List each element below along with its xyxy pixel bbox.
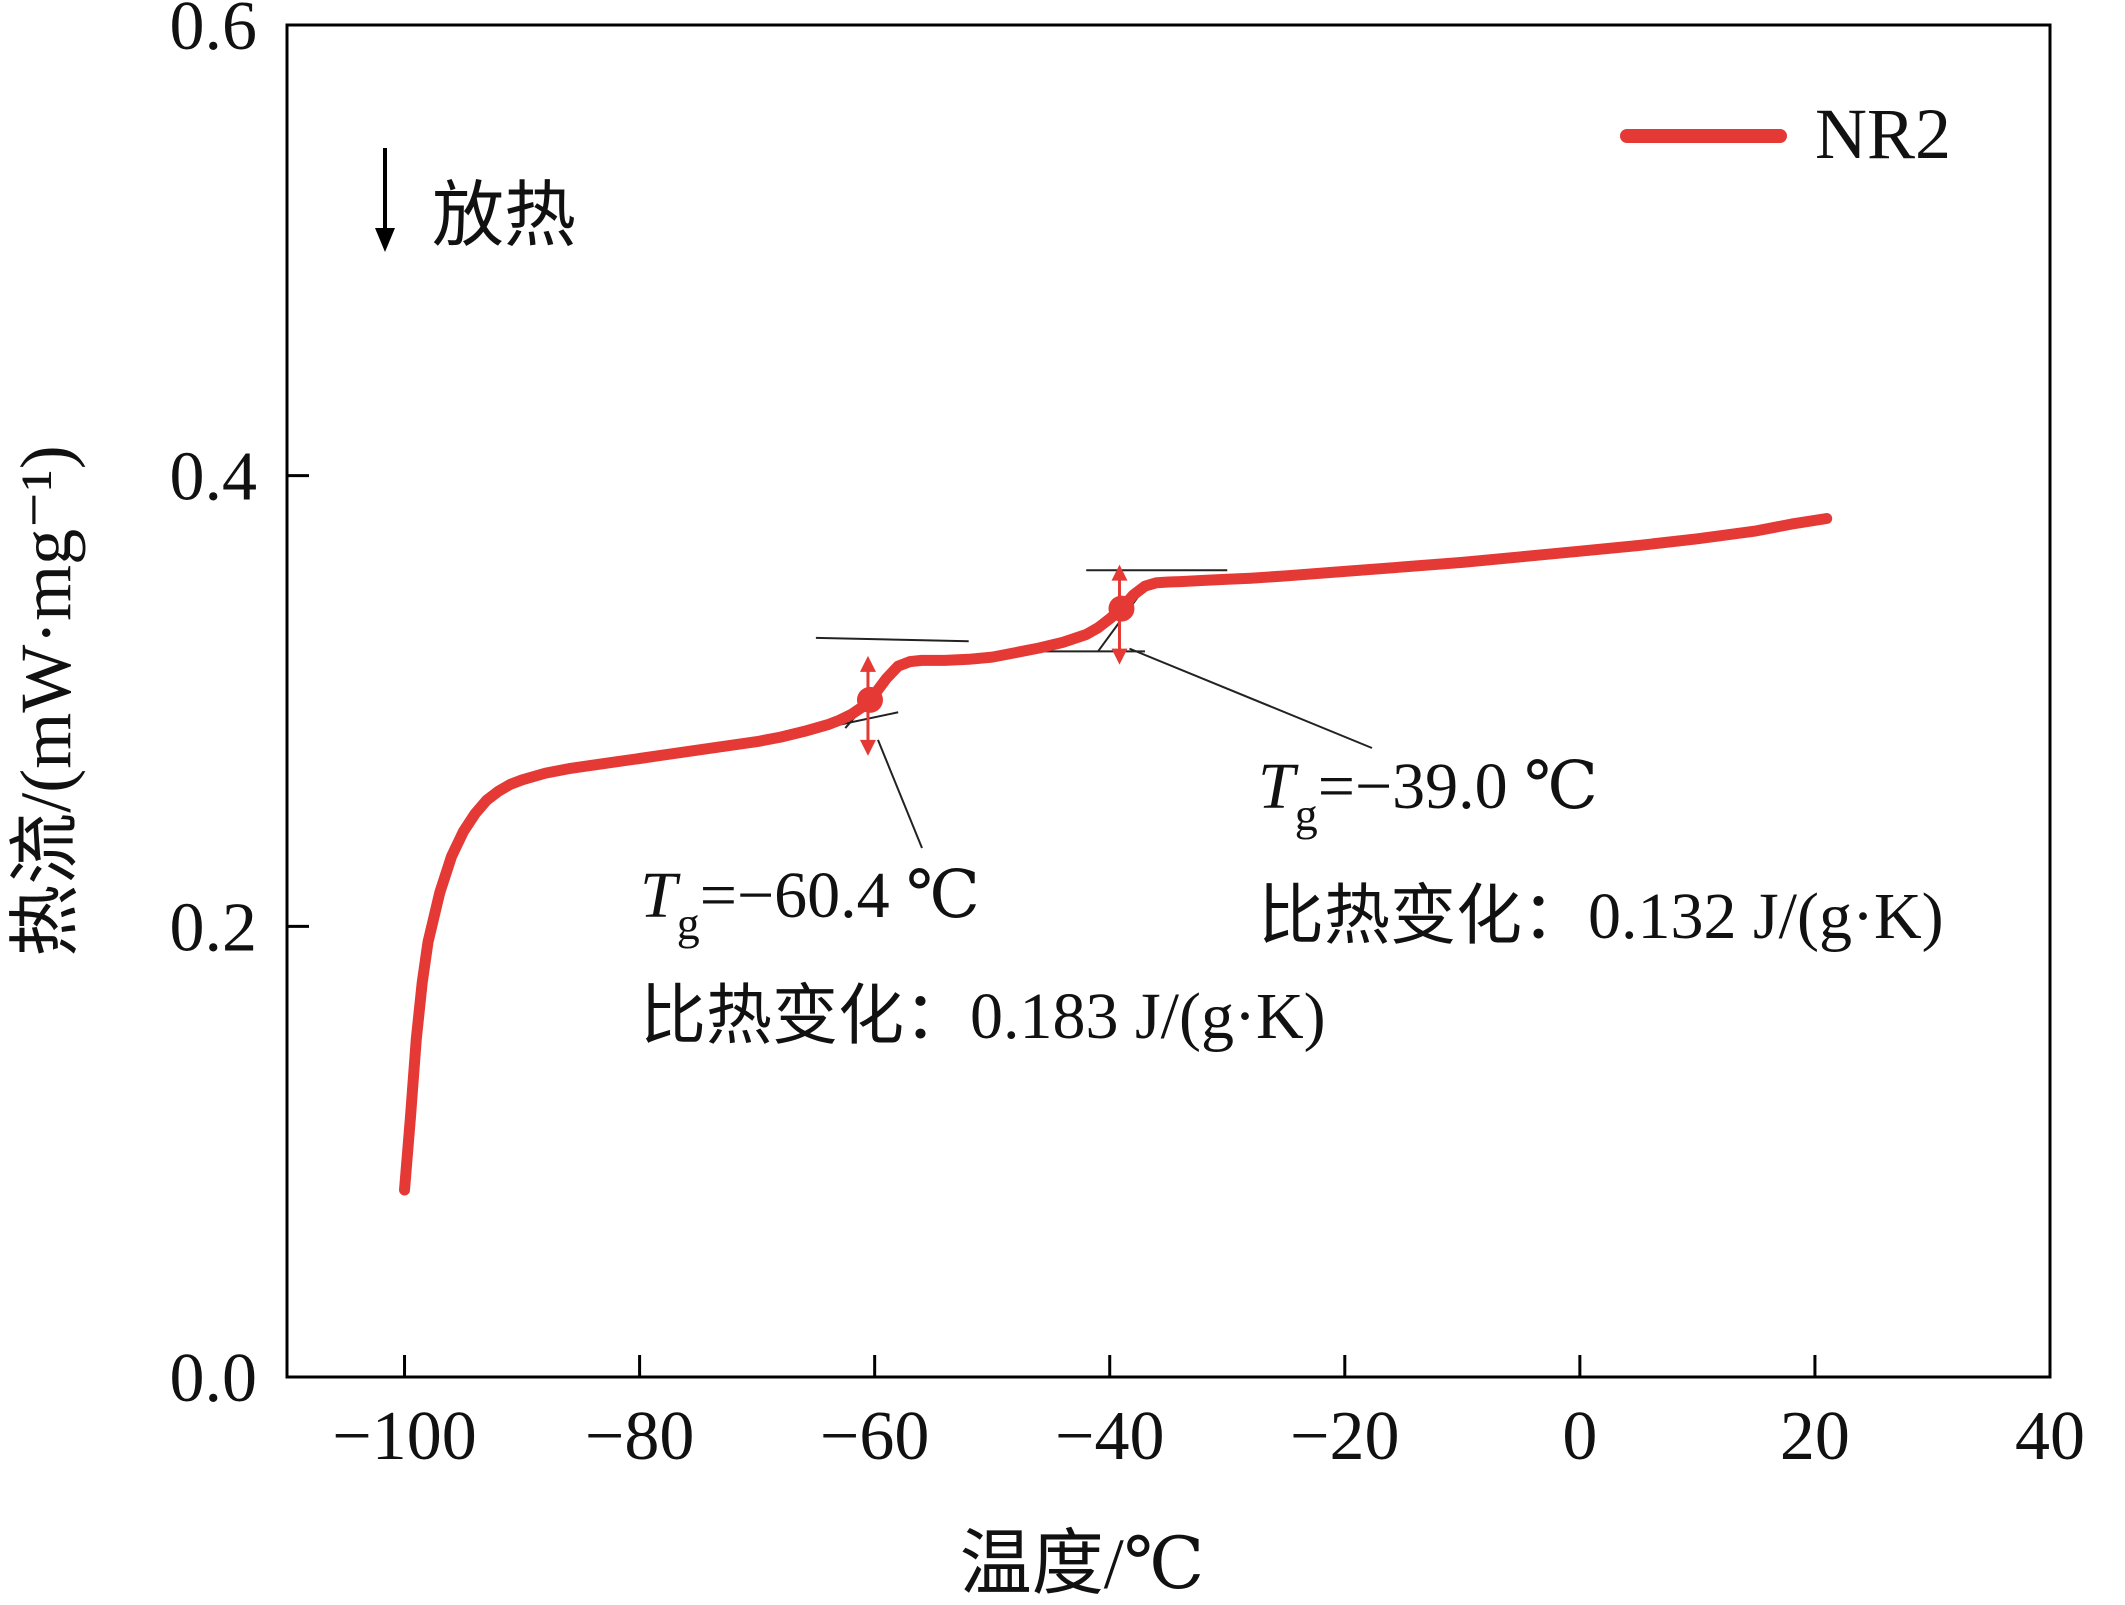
annotation-2-T: T [1258, 750, 1299, 823]
series-line-NR2 [399, 513, 1833, 1196]
down-arrow-icon [859, 739, 876, 756]
annotation-1-sub: g [677, 898, 700, 949]
tg-marker [856, 686, 883, 713]
leader-line [877, 739, 923, 849]
y-tick-label: 0.4 [170, 439, 258, 516]
down-arrow-icon [1111, 648, 1128, 665]
tangent-line [815, 636, 969, 643]
annotation-text-1: Tg=−60.4 ℃ 比热变化：0.183 J/(g·K) [640, 859, 1326, 1053]
exotherm-note: 放热 [375, 148, 576, 256]
annotation-1-T: T [640, 859, 681, 932]
x-axis-label: 温度/℃ [960, 1524, 1205, 1604]
x-tick-label: −80 [585, 1398, 694, 1475]
annotations [856, 564, 1373, 849]
annotation-2-value: =−39.0 ℃ [1318, 750, 1598, 823]
up-arrow-icon [1111, 564, 1128, 581]
y-axis-label: 热流/(mW·mg⁻¹) [6, 445, 86, 957]
x-tick-label: −20 [1290, 1398, 1399, 1475]
x-tick-label: −60 [820, 1398, 929, 1475]
y-tick-label: 0.6 [170, 0, 258, 65]
plot-frame [285, 23, 2052, 1379]
up-arrow-icon [859, 655, 876, 672]
y-axis: 0.0 0.2 0.4 0.6 [170, 0, 309, 1417]
y-tick-label: 0.2 [170, 889, 258, 966]
series-group [399, 513, 1833, 1196]
legend: NR2 [1620, 94, 1951, 174]
leader-line [1129, 647, 1373, 749]
annotation-2-line2: 比热变化：0.132 J/(g·K) [1258, 880, 1944, 953]
annotation-2-sub: g [1295, 789, 1318, 840]
annotation-2-line1: Tg=−39.0 ℃ [1258, 750, 1598, 840]
legend-label: NR2 [1815, 94, 1951, 174]
x-tick-label: 40 [2015, 1398, 2085, 1475]
tg-marker [1108, 595, 1135, 622]
y-tick-label: 0.0 [170, 1340, 258, 1417]
down-arrow-head-icon [375, 228, 395, 252]
annotation-1-line1: Tg=−60.4 ℃ [640, 859, 980, 949]
annotation-text-2: Tg=−39.0 ℃ 比热变化：0.132 J/(g·K) [1258, 750, 1944, 953]
annotation-1-line2: 比热变化：0.183 J/(g·K) [640, 980, 1326, 1053]
x-tick-label: −100 [332, 1398, 476, 1475]
x-tick-label: 20 [1780, 1398, 1850, 1475]
annotation-1-value: =−60.4 ℃ [700, 859, 980, 932]
exotherm-label: 放热 [432, 176, 576, 256]
x-tick-label: −40 [1055, 1398, 1164, 1475]
x-tick-label: 0 [1562, 1398, 1597, 1475]
x-axis: −100 −80 −60 −40 −20 0 20 40 [332, 1355, 2085, 1475]
